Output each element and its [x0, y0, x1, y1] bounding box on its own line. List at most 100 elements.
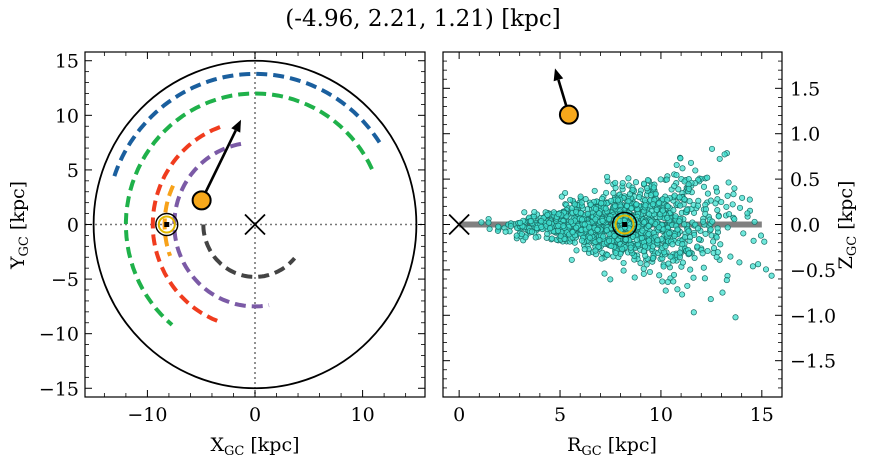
star-point — [567, 218, 575, 225]
y-tick-label: −0.5 — [790, 260, 836, 282]
star-point — [642, 202, 649, 209]
star-point — [546, 219, 553, 226]
star-point — [736, 259, 743, 266]
sun-marker-dot — [164, 222, 170, 227]
velocity-arrow-shaft — [200, 129, 237, 201]
y-tick-label: 0.5 — [790, 169, 820, 191]
star-point — [538, 218, 545, 225]
star-point — [581, 221, 588, 228]
star-point — [662, 243, 669, 250]
star-point — [723, 277, 730, 284]
star-point — [721, 151, 728, 158]
star-point — [544, 230, 551, 237]
star-point — [665, 260, 672, 267]
star-point — [640, 180, 648, 187]
star-point — [555, 222, 562, 229]
star-point — [631, 274, 638, 281]
star-point — [532, 234, 539, 241]
star-point — [729, 201, 736, 208]
star-point — [716, 155, 723, 162]
star-point — [691, 254, 698, 262]
star-point — [612, 249, 619, 257]
star-point — [713, 188, 720, 195]
star-point — [577, 210, 584, 217]
sun-marker-dot — [622, 222, 628, 227]
star-point — [757, 232, 765, 239]
y-tick-label: 15 — [55, 51, 79, 73]
star-point — [687, 266, 694, 273]
star-point — [674, 286, 681, 293]
star-point — [571, 239, 578, 246]
star-point — [641, 197, 648, 204]
star-point — [605, 215, 613, 222]
star-point — [662, 287, 669, 294]
star-point — [707, 296, 714, 303]
star-point — [692, 167, 699, 174]
star-point — [641, 219, 648, 226]
spiral-arm-5 — [162, 184, 175, 257]
star-point — [700, 183, 708, 190]
star-point — [639, 227, 646, 234]
star-point — [521, 209, 528, 216]
star-point — [538, 223, 545, 231]
star-point — [746, 196, 753, 203]
star-point — [603, 227, 610, 234]
star-point — [727, 253, 734, 260]
star-point — [679, 241, 686, 248]
star-point — [663, 176, 670, 183]
star-point — [749, 263, 756, 270]
star-point — [694, 202, 702, 209]
star-point — [700, 218, 707, 225]
star-point — [670, 278, 677, 285]
star-point — [578, 237, 585, 244]
star-point — [660, 263, 667, 270]
y-tick-label: 1.5 — [790, 78, 820, 100]
star-point — [645, 223, 652, 230]
star-point — [582, 196, 589, 203]
star-point — [599, 217, 606, 224]
star-point — [701, 275, 708, 282]
star-point — [573, 247, 580, 254]
star-point — [645, 231, 652, 238]
star-point — [623, 202, 630, 209]
star-point — [638, 235, 645, 242]
star-point — [731, 216, 738, 223]
y-tick-label: 5 — [67, 160, 79, 182]
star-point — [633, 236, 640, 243]
star-point — [627, 244, 634, 251]
spiral-arm-3 — [123, 91, 374, 327]
star-point — [604, 173, 611, 180]
star-point — [527, 218, 534, 225]
x-tick-label: 10 — [649, 404, 673, 426]
star-point — [736, 204, 744, 211]
star-point — [671, 183, 678, 190]
star-point — [592, 247, 599, 254]
star-point — [694, 243, 701, 250]
xy-y-axis-label: YGC [kpc] — [7, 181, 32, 270]
star-point — [637, 260, 644, 267]
star-point — [558, 193, 565, 200]
star-point — [640, 270, 647, 277]
star-point — [528, 228, 535, 235]
star-point — [664, 203, 671, 210]
star-point — [681, 178, 688, 185]
star-point — [614, 197, 621, 204]
star-point — [607, 276, 614, 283]
spiral-arm-2 — [150, 125, 221, 324]
star-point — [608, 243, 615, 250]
star-point — [659, 207, 666, 214]
star-point — [649, 243, 656, 250]
star-point — [569, 229, 576, 236]
star-point — [577, 193, 584, 200]
x-tick-label: −10 — [127, 404, 167, 426]
star-point — [507, 223, 514, 230]
star-point — [612, 179, 619, 186]
figure-title: (-4.96, 2.21, 1.21) [kpc] — [285, 6, 560, 32]
star-point — [646, 211, 653, 218]
star-point — [681, 196, 688, 203]
star-point — [495, 223, 502, 230]
star-point — [710, 238, 717, 245]
x-tick-label: 15 — [750, 404, 774, 426]
velocity-arrow-head — [553, 68, 564, 82]
